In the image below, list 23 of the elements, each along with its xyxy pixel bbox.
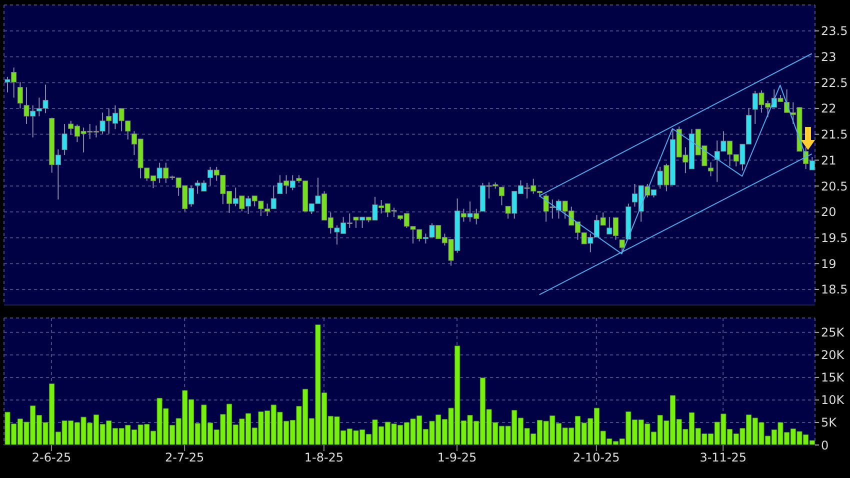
y-tick-label: 5K [821, 416, 838, 430]
y-tick-label: 20K [821, 348, 846, 362]
y-tick-label: 20 [821, 205, 836, 220]
x-tick-label: 2-7-25 [164, 450, 204, 465]
y-tick-label: 22 [821, 102, 836, 116]
y-tick-label: 23.5 [821, 24, 848, 38]
y-tick-label: 0 [821, 438, 829, 452]
x-tick-label: 1-9-25 [437, 450, 477, 465]
x-tick-label: 1-8-25 [304, 450, 344, 465]
y-tick-label: 19.5 [821, 231, 848, 246]
y-tick-label: 18.5 [821, 282, 848, 297]
x-tick-label: 3-11-25 [700, 450, 747, 465]
y-tick-label: 23 [821, 50, 836, 64]
x-tick-label: 2-6-25 [32, 450, 72, 465]
x-tick-label: 2-10-25 [572, 450, 620, 465]
y-tick-label: 15K [821, 370, 846, 385]
y-tick-label: 21.5 [821, 128, 848, 142]
y-tick-label: 22.5 [821, 76, 848, 90]
y-tick-label: 20.5 [821, 179, 848, 194]
y-tick-label: 21 [821, 153, 836, 168]
y-tick-label: 19 [821, 256, 836, 271]
y-tick-label: 10K [821, 393, 846, 408]
y-tick-label: 25K [821, 326, 846, 340]
